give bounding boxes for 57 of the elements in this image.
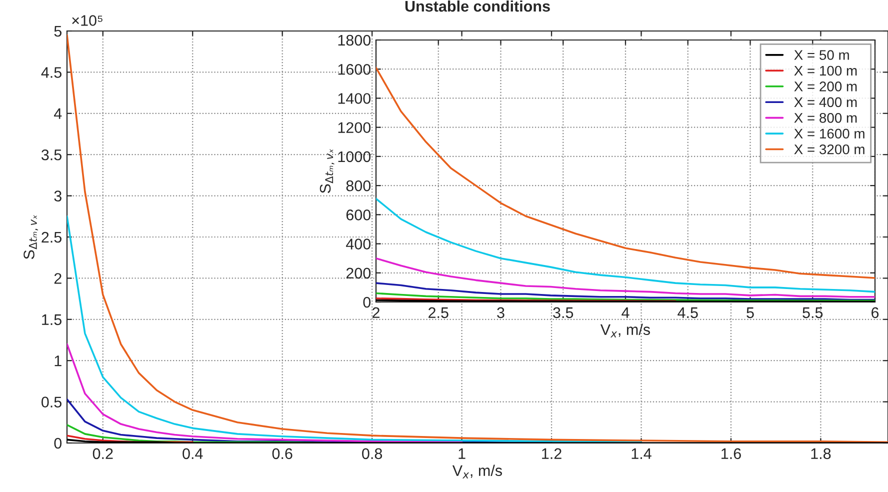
y-tick-label: 4.5	[41, 67, 62, 78]
y-tick-label: 1800	[338, 34, 371, 46]
legend-label: X = 400 m	[794, 97, 857, 108]
y-tick-label: 1.5	[42, 314, 62, 326]
legend-label: X = 100 m	[794, 66, 857, 76]
text: ×10⁵	[72, 15, 102, 26]
y-tick-label: 0.5	[42, 396, 62, 408]
x-tick-label: 0.4	[182, 448, 203, 460]
y-tick-label: 1600	[338, 64, 371, 75]
x-tick-label: 3	[497, 307, 504, 318]
y-tick-label: 1200	[338, 122, 371, 134]
x-axis-title: V$_{x}$, m/s	[452, 464, 502, 478]
y-tick-label: 3.5	[41, 149, 62, 160]
y-tick-label: 1000	[338, 151, 371, 162]
line-series	[376, 198, 875, 293]
y-tick-label: 4	[54, 108, 62, 119]
y-tick-label: 2.5	[42, 232, 62, 243]
x-tick-label: 5	[746, 307, 754, 318]
legend-label: X = 3200 m	[794, 144, 864, 154]
legend-label: X = 1600 m	[794, 128, 864, 139]
y-tick-label: 1	[54, 356, 62, 366]
legend-label: X = 800 m	[794, 112, 857, 123]
legend-label: X = 50 m	[794, 50, 849, 60]
x-tick-label: 6	[872, 307, 879, 318]
y-tick-label: 600	[346, 210, 371, 220]
x-tick-label: 0.8	[362, 448, 382, 460]
y-tick-label: 0	[54, 438, 62, 449]
x-tick-label: 0.6	[272, 448, 292, 460]
x-tick-label: 1.4	[632, 448, 652, 459]
y-tick-label: 800	[346, 180, 371, 192]
line-series	[376, 66, 875, 279]
legend-label: X = 200 m	[794, 82, 857, 92]
y-axis-title: S$_{Δtₘ,vₓ}$	[24, 215, 38, 260]
y-tick-label: 5	[54, 26, 62, 37]
x-tick-label: 5.5	[802, 307, 823, 318]
x-tick-label: 1.8	[811, 448, 831, 460]
y-tick-label: 2	[54, 273, 62, 284]
x-tick-label: 4.5	[678, 307, 698, 318]
x-tick-label: 2.5	[428, 307, 448, 318]
x-tick-label: 1.6	[722, 448, 741, 460]
x-tick-label: 1	[458, 448, 466, 459]
line-series	[67, 34, 888, 443]
chart-title: Unstable conditions	[405, 0, 550, 12]
line-series	[376, 257, 875, 298]
y-tick-label: 400	[346, 238, 371, 250]
y-tick-label: 200	[346, 268, 371, 279]
x-axis-title: V$_{x}$, m/s	[600, 324, 650, 338]
y-tick-label: 0	[363, 296, 371, 308]
line-series	[67, 343, 463, 443]
y-axis-title: S$_{Δtₘ,vₓ}$	[320, 149, 334, 194]
x-tick-label: 2	[372, 307, 380, 318]
x-tick-label: 0.2	[92, 448, 113, 460]
x-tick-label: 3.5	[553, 307, 574, 318]
x-tick-label: 4	[622, 307, 630, 318]
x-tick-label: 1.2	[542, 448, 562, 459]
y-tick-label: 1400	[338, 93, 371, 104]
y-tick-label: 3	[54, 190, 62, 202]
